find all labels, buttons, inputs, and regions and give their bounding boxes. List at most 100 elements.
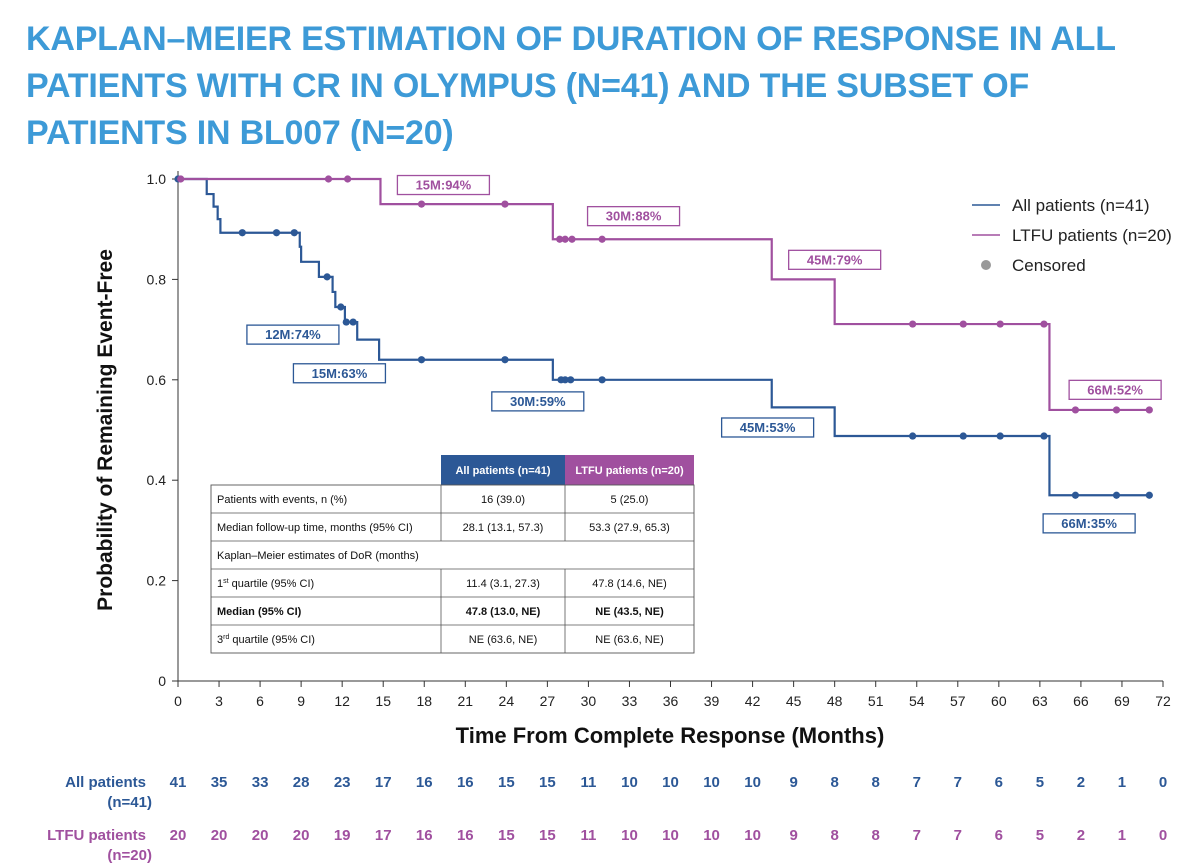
risk-count-ltfu: 20 [211,827,228,844]
x-tick-label: 21 [458,693,474,709]
risk-row-label-n: (n=20) [107,847,152,864]
risk-count-ltfu: 10 [662,827,679,844]
annotation-box [788,249,882,270]
risk-count-all: 1 [1118,774,1126,791]
table-cell-ltfu: NE (43.5, NE) [595,606,664,618]
risk-count-all: 33 [252,774,269,791]
table-row-label: Median follow-up time, months (95% CI) [217,522,413,534]
x-axis-label: Time From Complete Response (Months) [456,723,885,748]
censor-mark-all [323,273,331,281]
censor-mark-ltfu [1145,406,1153,414]
censor-mark-all [567,376,575,384]
censor-mark-ltfu [556,235,564,243]
table-cell-ltfu: NE (63.6, NE) [595,634,663,646]
censor-mark-all [1145,491,1153,499]
y-tick-label: 0 [158,673,166,689]
table-cell-ltfu: 5 (25.0) [611,494,649,506]
risk-count-ltfu: 16 [416,827,433,844]
x-tick-label: 3 [215,693,223,709]
x-tick-label: 66 [1073,693,1089,709]
risk-count-all: 28 [293,774,310,791]
risk-count-all: 8 [830,774,838,791]
annotation-box [1042,513,1136,534]
risk-count-ltfu: 20 [252,827,269,844]
censor-mark-ltfu [909,320,917,328]
risk-count-ltfu: 10 [744,827,761,844]
table-cell-all: 16 (39.0) [481,494,525,506]
x-tick-label: 57 [950,693,966,709]
table-cell-all: 28.1 (13.1, 57.3) [463,522,544,534]
censor-mark-ltfu [996,320,1004,328]
censor-mark-ltfu [344,175,352,183]
table-cell-ltfu: 47.8 (14.6, NE) [592,578,667,590]
risk-count-ltfu: 7 [954,827,962,844]
censor-mark-all [996,432,1004,440]
censor-mark-ltfu [598,235,606,243]
censor-mark-all [290,229,298,237]
censor-mark-all [272,229,281,237]
risk-count-all: 16 [416,774,433,791]
table-header-all: All patients (n=41) [455,465,550,477]
x-tick-label: 36 [663,693,679,709]
table-row-label: 3rd quartile (95% CI) [217,634,315,646]
x-tick-label: 39 [704,693,720,709]
censor-mark-ltfu [1071,406,1080,414]
risk-count-all: 35 [211,774,228,791]
censor-mark-all [1071,491,1080,499]
risk-count-all: 10 [662,774,679,791]
censor-mark-all [909,432,917,440]
risk-count-all: 41 [170,774,187,791]
censor-mark-ltfu [324,175,333,183]
x-tick-label: 42 [745,693,761,709]
x-tick-label: 15 [375,693,391,709]
risk-count-ltfu: 8 [830,827,838,844]
risk-count-ltfu: 16 [457,827,474,844]
risk-count-ltfu: 5 [1036,827,1044,844]
annotation-box [1068,379,1162,400]
risk-count-all: 9 [789,774,797,791]
annotation-label: 66M:52% [1087,382,1143,397]
censor-mark-ltfu [501,200,509,208]
x-tick-label: 24 [499,693,515,709]
table-row-label: Kaplan–Meier estimates of DoR (months) [217,550,419,562]
table-header-all-bg [441,455,565,485]
km-line-all [178,177,1150,497]
censor-mark-all [598,376,606,384]
table-row-label: Median (95% CI) [217,606,302,618]
page-title: KAPLAN–MEIER ESTIMATION OF DURATION OF R… [26,20,1116,152]
risk-count-ltfu: 19 [334,827,351,844]
y-axis-label: Probability of Remaining Event-Free [94,249,117,611]
risk-count-all: 7 [913,774,921,791]
table-cell-all: 47.8 (13.0, NE) [466,606,541,618]
table-cell-all: 11.4 (3.1, 27.3) [466,578,540,590]
risk-count-ltfu: 6 [995,827,1003,844]
risk-count-ltfu: 10 [621,827,638,844]
x-tick-label: 48 [827,693,843,709]
censor-mark-all [417,356,426,364]
annotations: 12M:74% 15M:63% 30M:59% 45M:53% 66M:35% 15M:9… [246,174,1162,534]
censor-mark-all [1112,491,1121,499]
risk-row-label: LTFU patients [47,827,146,844]
table-cell-ltfu: 53.3 (27.9, 65.3) [589,522,670,534]
annotation-box [720,417,815,438]
risk-count-ltfu: 7 [913,827,921,844]
x-tick-label: 51 [868,693,884,709]
risk-count-ltfu: 20 [170,827,187,844]
risk-count-all: 10 [621,774,638,791]
table-border [210,484,695,654]
risk-count-all: 6 [995,774,1003,791]
risk-count-ltfu: 0 [1159,827,1167,844]
risk-count-all: 0 [1159,774,1167,791]
x-tick-label: 63 [1032,693,1048,709]
annotation-box [396,174,491,196]
legend: All patients (n=41) LTFU patients (n=20) C… [972,196,1172,275]
y-tick-label: 0.8 [147,271,167,287]
risk-count-ltfu: 11 [580,827,596,844]
x-tick-label: 30 [581,693,597,709]
x-tick-label: 54 [909,693,925,709]
risk-row-label-n: (n=41) [107,794,152,811]
censor-mark-all [561,376,569,384]
censor-mark-all [1040,432,1048,440]
annotation-label: 30M:59% [510,394,566,409]
x-tick-label: 0 [174,693,182,709]
